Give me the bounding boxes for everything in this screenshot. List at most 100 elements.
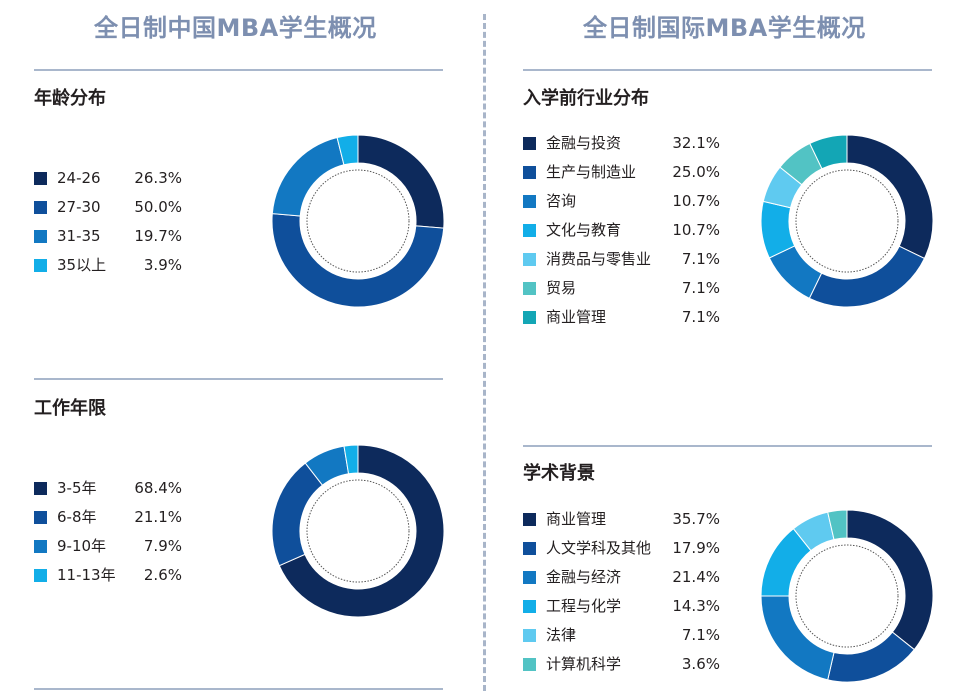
legend-label: 11-13年 xyxy=(57,566,116,584)
legend-swatch xyxy=(34,172,47,185)
legend-item: 金融与经济 21.4% xyxy=(523,567,720,596)
legend-work-years: 3-5年 68.4% 6-8年 21.1% 9-10年 7.9% 11-13年 2.6% xyxy=(34,478,182,594)
legend-swatch xyxy=(523,571,536,584)
legend-percent: 7.1% xyxy=(681,250,720,268)
donut-inner-dotted-ring xyxy=(795,544,899,648)
donut-chart-work-years xyxy=(271,444,445,618)
donut-slice xyxy=(271,213,445,308)
legend-academic: 商业管理 35.7% 人文学科及其他 17.9% 金融与经济 21.4% 工程与化学 14.3… xyxy=(523,509,720,683)
legend-swatch xyxy=(34,230,47,243)
legend-label: 27-30 xyxy=(57,198,101,216)
legend-item: 金融与投资 32.1% xyxy=(523,133,720,162)
legend-label: 贸易 xyxy=(546,279,577,297)
legend-item: 文化与教育 10.7% xyxy=(523,220,720,249)
legend-label: 商业管理 xyxy=(546,308,607,326)
legend-percent: 32.1% xyxy=(672,134,720,152)
legend-item: 9-10年 7.9% xyxy=(34,536,182,565)
donut-slice xyxy=(357,134,445,229)
legend-label: 文化与教育 xyxy=(546,221,622,239)
legend-label: 24-26 xyxy=(57,169,101,187)
legend-percent: 7.1% xyxy=(681,308,720,326)
donut-slice xyxy=(336,134,359,166)
legend-percent: 50.0% xyxy=(134,198,182,216)
legend-percent: 3.9% xyxy=(143,256,182,274)
legend-percent: 25.0% xyxy=(672,163,720,181)
legend-item: 31-35 19.7% xyxy=(34,226,182,255)
rule-work-top xyxy=(34,378,443,380)
legend-label: 6-8年 xyxy=(57,508,97,526)
rule-academic-top xyxy=(523,445,932,447)
legend-label: 9-10年 xyxy=(57,537,107,555)
legend-swatch xyxy=(34,201,47,214)
legend-percent: 10.7% xyxy=(672,192,720,210)
legend-label: 咨询 xyxy=(546,192,577,210)
legend-swatch xyxy=(523,195,536,208)
legend-swatch xyxy=(523,513,536,526)
donut-slice xyxy=(846,509,934,651)
legend-percent: 26.3% xyxy=(134,169,182,187)
rule-industry-top xyxy=(523,69,932,71)
legend-item: 3-5年 68.4% xyxy=(34,478,182,507)
legend-label: 31-35 xyxy=(57,227,101,245)
legend-item: 27-30 50.0% xyxy=(34,197,182,226)
legend-percent: 7.1% xyxy=(681,626,720,644)
legend-item: 生产与制造业 25.0% xyxy=(523,162,720,191)
legend-percent: 14.3% xyxy=(672,597,720,615)
donut-slice xyxy=(827,631,915,683)
right-column-title: 全日制国际MBA学生概况 xyxy=(583,14,866,42)
legend-percent: 21.1% xyxy=(134,508,182,526)
legend-swatch xyxy=(523,542,536,555)
legend-swatch xyxy=(34,259,47,272)
legend-percent: 2.6% xyxy=(143,566,182,584)
legend-item: 24-26 26.3% xyxy=(34,168,182,197)
legend-label: 法律 xyxy=(546,626,577,644)
donut-inner-dotted-ring xyxy=(306,169,410,273)
legend-percent: 10.7% xyxy=(672,221,720,239)
donut-slice xyxy=(846,134,934,260)
legend-item: 法律 7.1% xyxy=(523,625,720,654)
legend-label: 金融与投资 xyxy=(546,134,622,152)
legend-label: 工程与化学 xyxy=(546,597,622,615)
legend-age: 24-26 26.3% 27-30 50.0% 31-35 19.7% 35以上 3.9% xyxy=(34,168,182,284)
legend-percent: 35.7% xyxy=(672,510,720,528)
donut-slice xyxy=(278,444,445,618)
legend-item: 咨询 10.7% xyxy=(523,191,720,220)
donut-slice xyxy=(271,462,324,567)
donut-slice xyxy=(343,444,359,475)
legend-label: 35以上 xyxy=(57,256,107,274)
legend-swatch xyxy=(34,511,47,524)
legend-percent: 7.9% xyxy=(143,537,182,555)
donut-inner-dotted-ring xyxy=(306,479,410,583)
donut-inner-dotted-ring xyxy=(795,169,899,273)
legend-industry: 金融与投资 32.1% 生产与制造业 25.0% 咨询 10.7% 文化与教育 10.7% 消费… xyxy=(523,133,720,336)
section-title-academic: 学术背景 xyxy=(523,463,595,484)
legend-item: 人文学科及其他 17.9% xyxy=(523,538,720,567)
legend-item: 工程与化学 14.3% xyxy=(523,596,720,625)
section-title-age: 年龄分布 xyxy=(34,88,106,109)
legend-item: 贸易 7.1% xyxy=(523,278,720,307)
legend-percent: 17.9% xyxy=(672,539,720,557)
legend-swatch xyxy=(523,600,536,613)
legend-item: 11-13年 2.6% xyxy=(34,565,182,594)
legend-label: 消费品与零售业 xyxy=(546,250,652,268)
legend-percent: 7.1% xyxy=(681,279,720,297)
legend-swatch xyxy=(523,658,536,671)
legend-label: 金融与经济 xyxy=(546,568,622,586)
legend-item: 35以上 3.9% xyxy=(34,255,182,284)
legend-label: 生产与制造业 xyxy=(546,163,637,181)
legend-swatch xyxy=(523,166,536,179)
section-title-industry: 入学前行业分布 xyxy=(523,88,649,109)
legend-percent: 19.7% xyxy=(134,227,182,245)
donut-chart-academic xyxy=(760,509,934,683)
legend-swatch xyxy=(523,224,536,237)
rule-left-bottom xyxy=(34,688,443,690)
legend-percent: 21.4% xyxy=(672,568,720,586)
legend-label: 3-5年 xyxy=(57,479,97,497)
legend-swatch xyxy=(523,311,536,324)
legend-item: 商业管理 7.1% xyxy=(523,307,720,336)
donut-chart-age xyxy=(271,134,445,308)
donut-chart-industry xyxy=(760,134,934,308)
legend-percent: 68.4% xyxy=(134,479,182,497)
legend-item: 计算机科学 3.6% xyxy=(523,654,720,683)
legend-percent: 3.6% xyxy=(681,655,720,673)
